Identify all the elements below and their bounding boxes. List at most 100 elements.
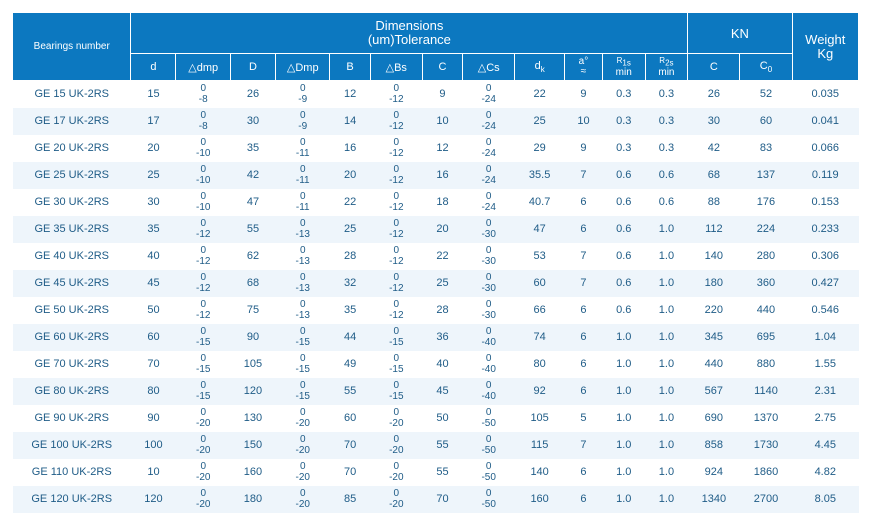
cell-C: 70 (422, 486, 462, 513)
hdr-dCs: △Cs (463, 54, 515, 81)
cell-r2s: 1.0 (645, 432, 688, 459)
hdr-d: d (131, 54, 176, 81)
table-row: GE 80 UK-2RS800-151200-15550-15450-40926… (13, 378, 859, 405)
cell-Cload: 567 (688, 378, 740, 405)
table-row: GE 40 UK-2RS400-12620-13280-12220-305370… (13, 243, 859, 270)
cell-dCs: 0-30 (463, 270, 515, 297)
cell-dDmp: 0-13 (275, 243, 329, 270)
cell-B: 32 (330, 270, 370, 297)
cell-r2s: 0.6 (645, 189, 688, 216)
cell-Cload: 220 (688, 297, 740, 324)
cell-r1s: 0.6 (602, 297, 645, 324)
hdr-dk: dk (515, 54, 565, 81)
cell-r1s: 1.0 (602, 405, 645, 432)
cell-a: 6 (565, 486, 603, 513)
cell-wt: 0.427 (792, 270, 858, 297)
cell-ddmp: 0-20 (176, 486, 230, 513)
cell-D: 62 (230, 243, 275, 270)
cell-dk: 53 (515, 243, 565, 270)
hdr-bearings-label: Bearings number (13, 42, 130, 52)
cell-dCs: 0-24 (463, 189, 515, 216)
cell-dBs: 0-20 (370, 459, 422, 486)
cell-dDmp: 0-20 (275, 432, 329, 459)
table-row: GE 50 UK-2RS500-12750-13350-12280-306660… (13, 297, 859, 324)
cell-name: GE 15 UK-2RS (13, 81, 131, 108)
hdr-r1s: R1smin (602, 54, 645, 81)
cell-dDmp: 0-20 (275, 405, 329, 432)
cell-ddmp: 0-15 (176, 351, 230, 378)
cell-dDmp: 0-13 (275, 297, 329, 324)
cell-B: 12 (330, 81, 370, 108)
cell-dBs: 0-20 (370, 432, 422, 459)
table-row: GE 90 UK-2RS900-201300-20600-20500-50105… (13, 405, 859, 432)
cell-Cload: 88 (688, 189, 740, 216)
cell-D: 30 (230, 108, 275, 135)
hdr-weight: Weight Kg (792, 13, 858, 81)
cell-C0: 137 (740, 162, 792, 189)
cell-D: 42 (230, 162, 275, 189)
cell-dCs: 0-24 (463, 135, 515, 162)
cell-r2s: 1.0 (645, 243, 688, 270)
cell-D: 47 (230, 189, 275, 216)
cell-name: GE 45 UK-2RS (13, 270, 131, 297)
table-header: Bearings number Dimensions (um)Tolerance… (13, 13, 859, 81)
cell-wt: 1.04 (792, 324, 858, 351)
cell-dCs: 0-50 (463, 432, 515, 459)
cell-a: 7 (565, 432, 603, 459)
cell-dBs: 0-12 (370, 297, 422, 324)
cell-Cload: 42 (688, 135, 740, 162)
cell-r2s: 1.0 (645, 405, 688, 432)
cell-r1s: 0.3 (602, 108, 645, 135)
cell-ddmp: 0-20 (176, 405, 230, 432)
cell-ddmp: 0-20 (176, 432, 230, 459)
cell-dBs: 0-20 (370, 405, 422, 432)
cell-dBs: 0-15 (370, 351, 422, 378)
cell-dDmp: 0-11 (275, 135, 329, 162)
cell-D: 55 (230, 216, 275, 243)
cell-wt: 2.31 (792, 378, 858, 405)
cell-Cload: 30 (688, 108, 740, 135)
cell-B: 20 (330, 162, 370, 189)
cell-C0: 52 (740, 81, 792, 108)
hdr-D: D (230, 54, 275, 81)
cell-Cload: 1340 (688, 486, 740, 513)
cell-a: 9 (565, 81, 603, 108)
cell-D: 160 (230, 459, 275, 486)
cell-r1s: 0.3 (602, 135, 645, 162)
cell-C: 50 (422, 405, 462, 432)
cell-wt: 1.55 (792, 351, 858, 378)
cell-d: 10 (131, 459, 176, 486)
cell-Cload: 345 (688, 324, 740, 351)
cell-dk: 29 (515, 135, 565, 162)
cell-D: 35 (230, 135, 275, 162)
hdr-kn: KN (688, 13, 792, 54)
cell-Cload: 924 (688, 459, 740, 486)
cell-dBs: 0-12 (370, 108, 422, 135)
cell-C0: 280 (740, 243, 792, 270)
table-row: GE 100 UK-2RS1000-201500-20700-20550-501… (13, 432, 859, 459)
cell-wt: 0.035 (792, 81, 858, 108)
cell-dCs: 0-24 (463, 81, 515, 108)
cell-dCs: 0-40 (463, 378, 515, 405)
bearings-table: Bearings number Dimensions (um)Tolerance… (12, 12, 859, 513)
cell-d: 90 (131, 405, 176, 432)
cell-r2s: 0.3 (645, 135, 688, 162)
cell-a: 6 (565, 297, 603, 324)
table-row: GE 15 UK-2RS150-8260-9120-1290-242290.30… (13, 81, 859, 108)
hdr-dBs: △Bs (370, 54, 422, 81)
cell-wt: 0.119 (792, 162, 858, 189)
cell-C0: 1370 (740, 405, 792, 432)
cell-ddmp: 0-20 (176, 459, 230, 486)
cell-d: 40 (131, 243, 176, 270)
cell-dk: 160 (515, 486, 565, 513)
cell-ddmp: 0-15 (176, 324, 230, 351)
cell-name: GE 60 UK-2RS (13, 324, 131, 351)
table-row: GE 30 UK-2RS300-10470-11220-12180-2440.7… (13, 189, 859, 216)
cell-d: 25 (131, 162, 176, 189)
cell-C: 22 (422, 243, 462, 270)
cell-name: GE 25 UK-2RS (13, 162, 131, 189)
cell-d: 60 (131, 324, 176, 351)
cell-D: 68 (230, 270, 275, 297)
cell-B: 70 (330, 459, 370, 486)
cell-Cload: 140 (688, 243, 740, 270)
